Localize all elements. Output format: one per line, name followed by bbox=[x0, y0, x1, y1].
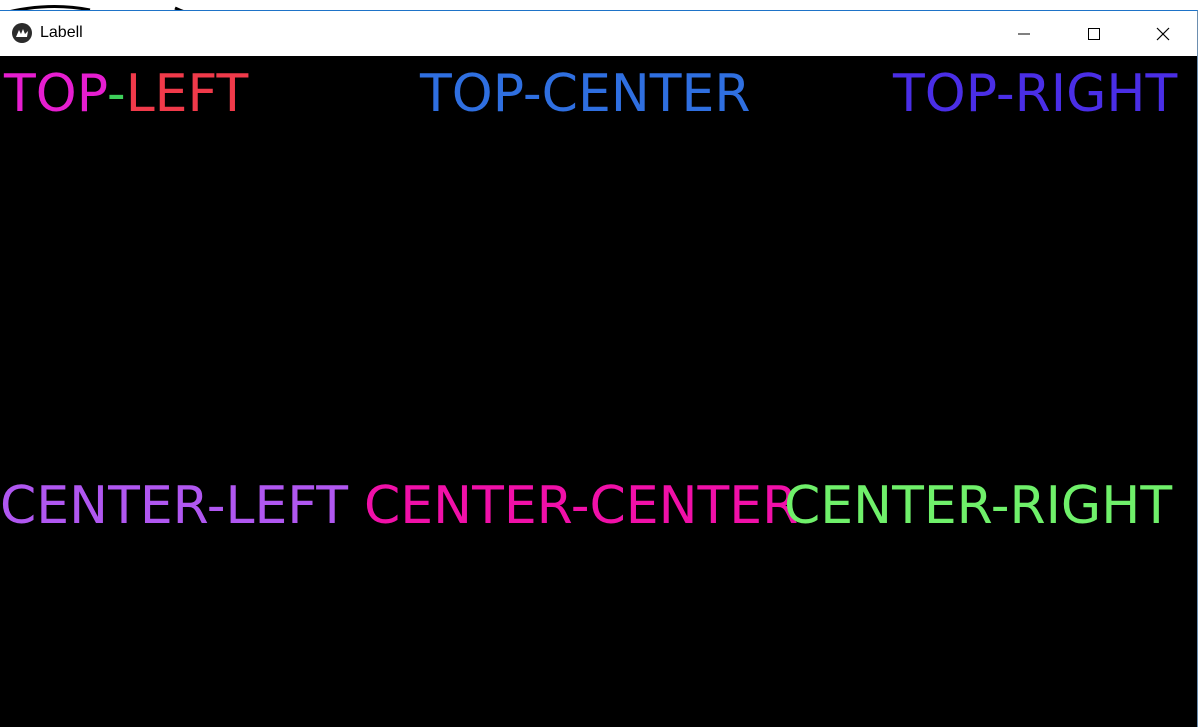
minimize-button[interactable] bbox=[989, 11, 1059, 56]
title-bar[interactable]: Labell bbox=[0, 11, 1197, 56]
label-top-left-part-a: TOP- bbox=[4, 64, 126, 124]
maximize-button[interactable] bbox=[1059, 11, 1129, 56]
close-icon bbox=[1156, 27, 1170, 40]
close-button[interactable] bbox=[1128, 11, 1198, 56]
window-title: Labell bbox=[40, 24, 83, 41]
label-center-right: CENTER-RIGHT bbox=[784, 476, 1173, 536]
label-top-left: TOP-LEFT bbox=[4, 64, 248, 124]
label-top-right: TOP-RIGHT bbox=[893, 64, 1178, 124]
label-canvas: TOP-LEFT TOP-CENTER TOP-RIGHT CENTER-LEF… bbox=[0, 56, 1197, 727]
label-top-left-dash: - bbox=[106, 64, 126, 124]
maximize-icon bbox=[1088, 27, 1100, 40]
label-top-left-part-b: LEFT bbox=[125, 64, 249, 124]
minimize-icon bbox=[1018, 33, 1030, 34]
desktop-strip bbox=[0, 0, 1203, 10]
label-top-left-word: TOP bbox=[4, 64, 107, 124]
label-center-left: CENTER-LEFT bbox=[0, 476, 349, 536]
app-window: Labell TOP-LEFT TOP- bbox=[0, 10, 1198, 727]
label-top-center: TOP-CENTER bbox=[420, 64, 751, 124]
kivy-app-icon bbox=[12, 23, 32, 43]
label-center-center: CENTER-CENTER bbox=[364, 476, 799, 536]
